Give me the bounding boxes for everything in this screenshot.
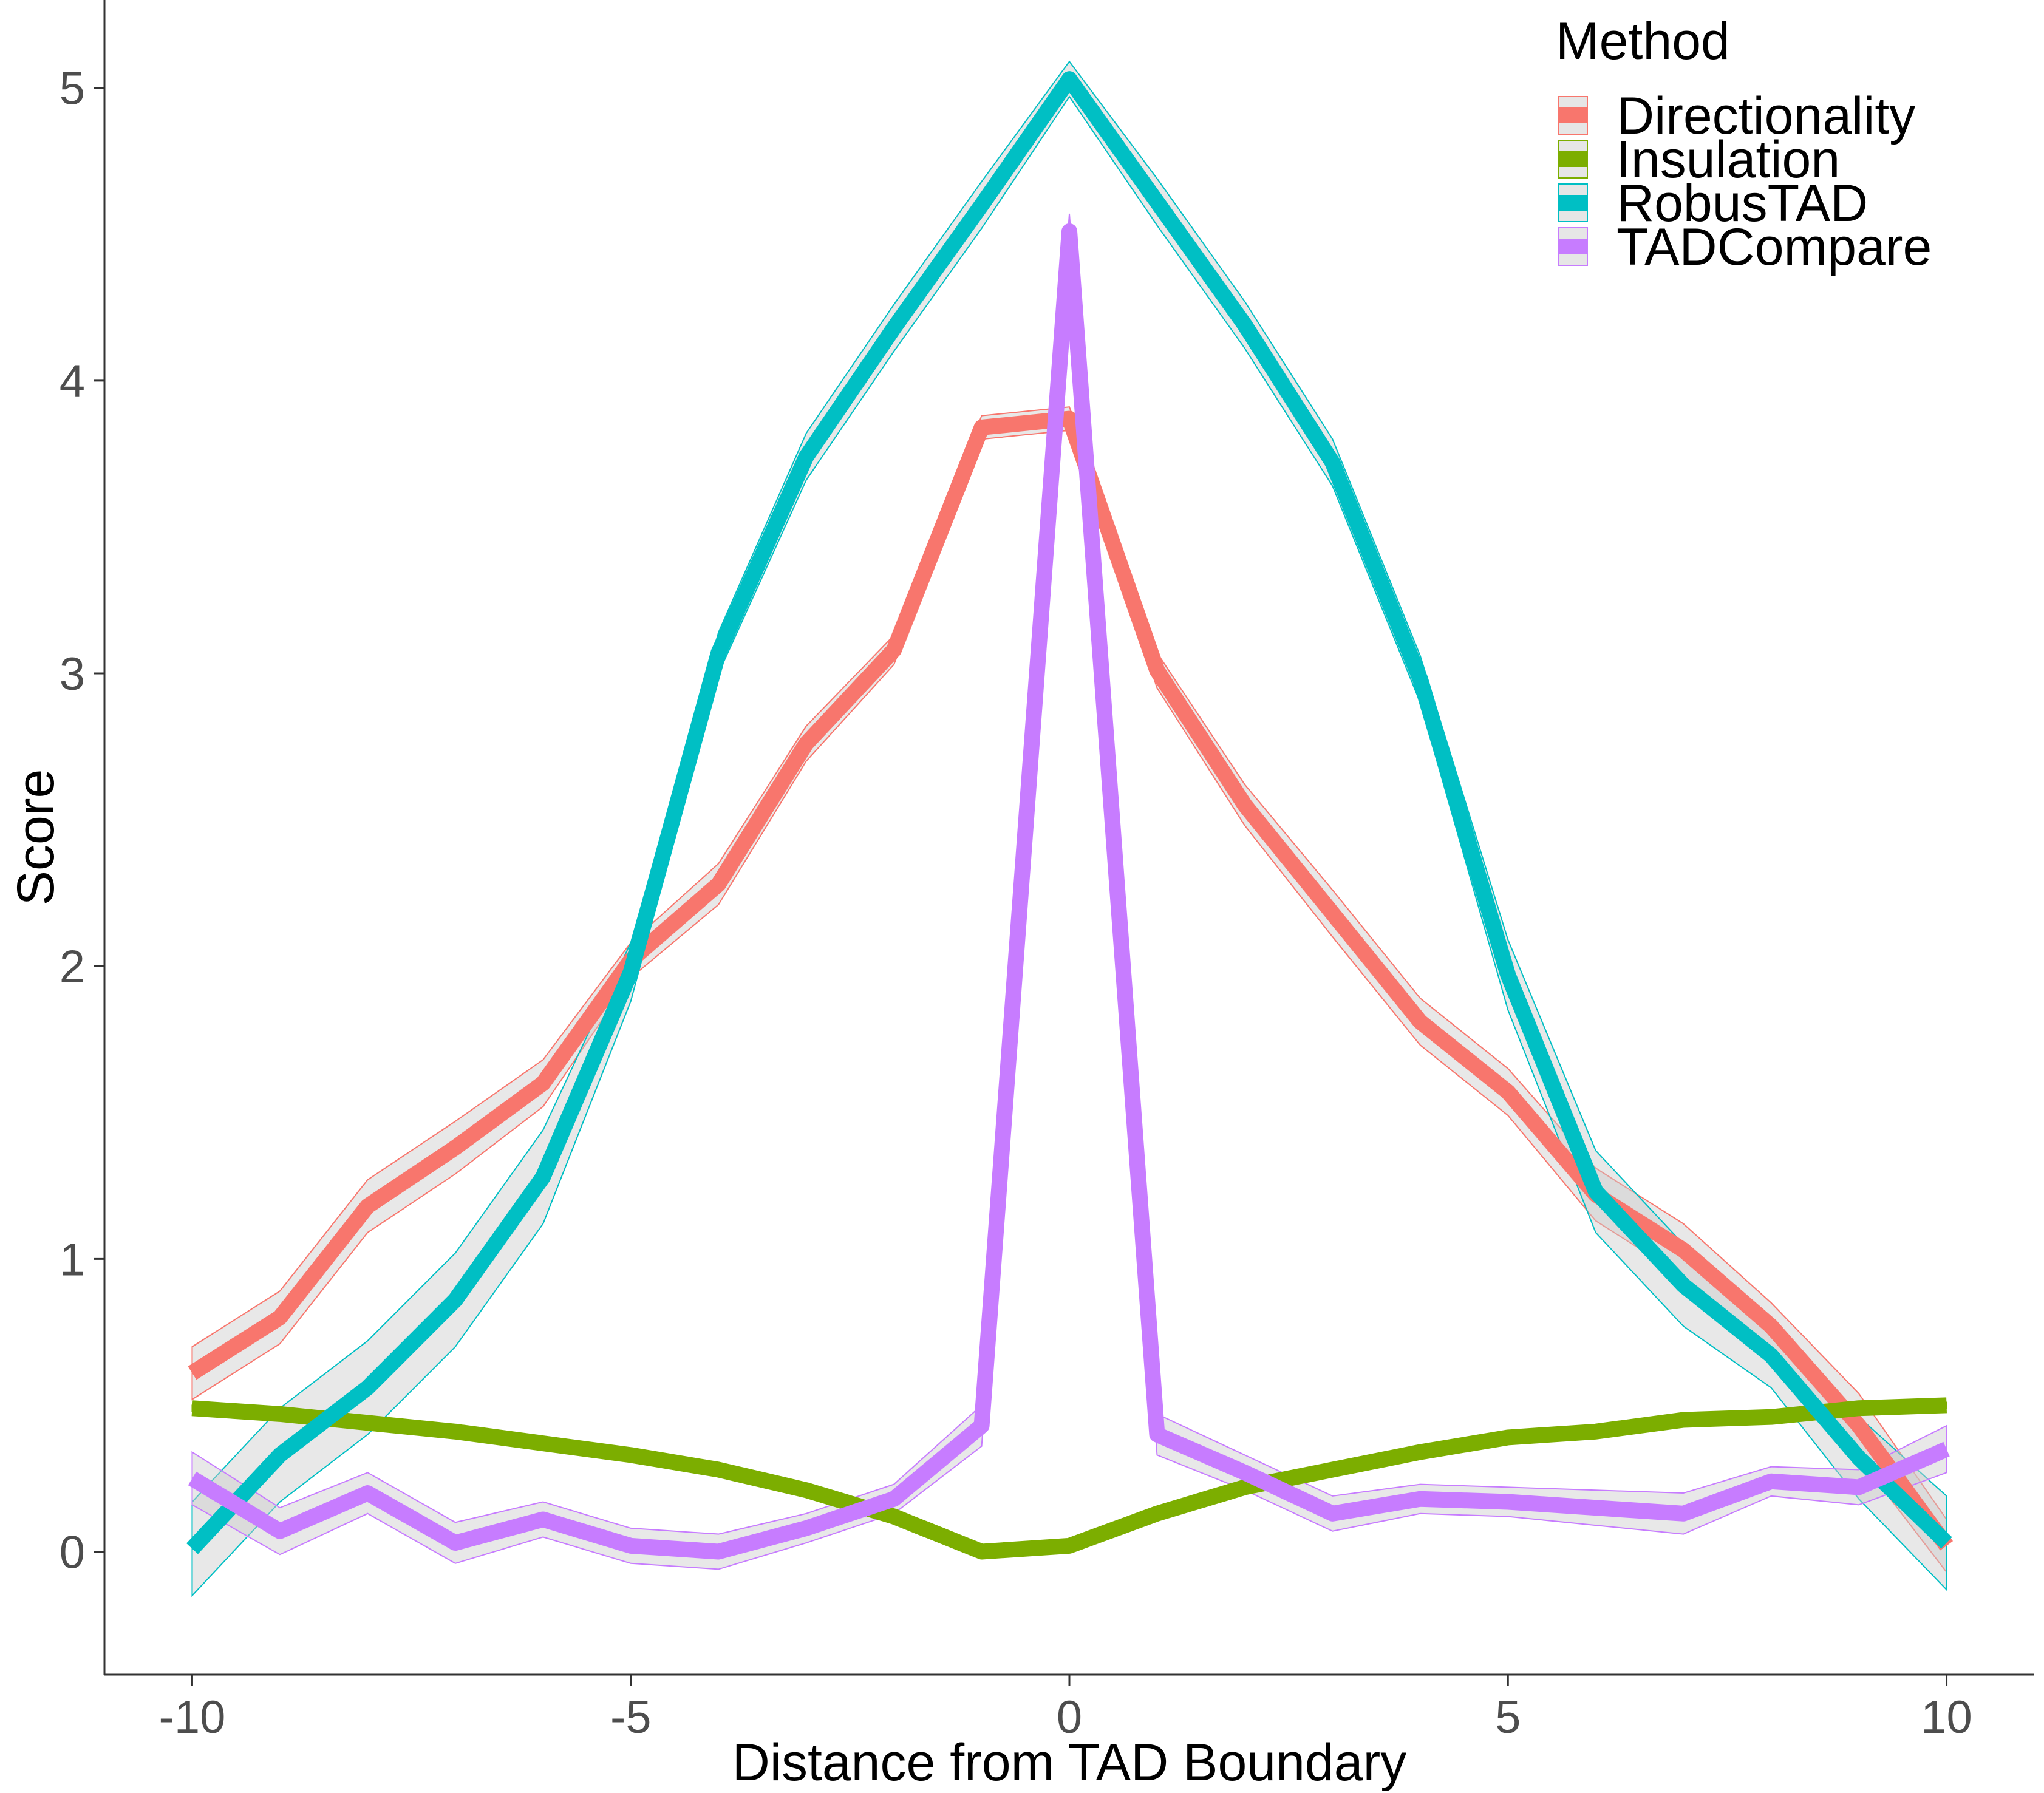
x-tick-label: -10 (159, 1692, 226, 1743)
legend-label-directionality: Directionality (1616, 87, 1915, 145)
x-tick-label: 10 (1921, 1692, 1972, 1743)
legend-items: DirectionalityInsulationRobusTADTADCompa… (1558, 87, 1932, 276)
legend-label-robustad: RobusTAD (1616, 174, 1868, 233)
y-axis-ticks: 0 1 2 3 4 5 (60, 63, 104, 1578)
y-tick-label: 0 (60, 1526, 85, 1578)
legend: Method DirectionalityInsulationRobusTADT… (1556, 12, 1932, 276)
legend-title: Method (1556, 12, 1730, 70)
band-directionality (191, 406, 1947, 1574)
y-tick-label: 3 (60, 648, 85, 700)
y-tick-label: 2 (60, 941, 85, 993)
x-tick-label: 0 (1057, 1692, 1082, 1743)
y-axis-title: Score (7, 769, 65, 906)
legend-label-tadcompare: TADCompare (1616, 218, 1932, 276)
series-lines (186, 71, 1954, 1560)
series-line-tadcompare (188, 223, 1950, 1560)
x-tick-label: 5 (1495, 1692, 1521, 1743)
legend-label-insulation: Insulation (1616, 131, 1840, 189)
x-tick-label: -5 (610, 1692, 652, 1743)
series-line-insulation (191, 1397, 1947, 1560)
series-line-directionality (188, 410, 1954, 1551)
series-line-robustad (186, 71, 1952, 1554)
x-axis-ticks: -10 -5 0 5 10 (159, 1675, 1972, 1743)
x-axis-title: Distance from TAD Boundary (732, 1733, 1406, 1792)
y-tick-label: 1 (60, 1234, 85, 1285)
y-tick-label: 4 (60, 356, 85, 407)
band-tadcompare (191, 213, 1947, 1570)
y-tick-label: 5 (60, 63, 85, 115)
